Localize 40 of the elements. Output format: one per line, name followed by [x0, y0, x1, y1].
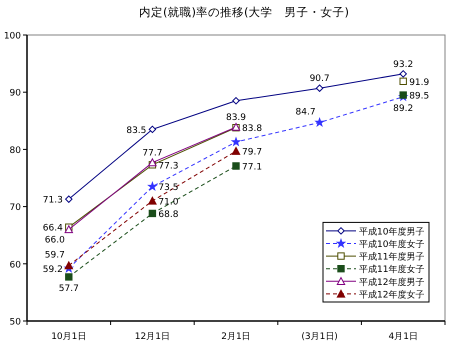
legend-label: 平成11年度女子	[359, 264, 424, 276]
data-label: 71.0	[158, 197, 179, 208]
data-label: 90.7	[310, 74, 330, 84]
y-tick-label: 90	[10, 88, 22, 99]
data-label: 77.1	[242, 162, 262, 172]
data-label: 68.8	[158, 210, 179, 220]
y-tick-label: 70	[10, 203, 22, 214]
x-tick-label: 4月1日	[388, 332, 418, 342]
data-label: 77.7	[142, 148, 162, 159]
data-label: 83.5	[126, 126, 146, 136]
x-tick-label: 2月1日	[221, 332, 251, 342]
data-label: 79.7	[242, 148, 262, 158]
data-label: 83.9	[226, 113, 246, 124]
data-label: 89.5	[409, 92, 430, 102]
x-tick-label: 12月1日	[134, 332, 170, 342]
chart-title: 内定(就職)率の推移(大学 男子・女子)	[139, 5, 349, 19]
y-tick-label: 60	[10, 260, 22, 270]
data-label: 66.0	[44, 235, 66, 246]
legend-label: 平成10年度女子	[359, 239, 424, 250]
y-tick-label: 100	[4, 32, 22, 42]
data-label: 83.8	[242, 124, 262, 134]
data-label: 84.7	[296, 108, 316, 118]
x-tick-label: (3月1日)	[301, 332, 338, 342]
data-label: 77.3	[158, 161, 178, 172]
data-label: 93.2	[393, 60, 414, 70]
data-label: 59.2	[42, 264, 63, 275]
data-label: 71.3	[42, 196, 63, 206]
data-label: 73.5	[158, 183, 178, 194]
legend-label: 平成12年度女子	[359, 289, 424, 300]
y-tick-label: 80	[10, 146, 22, 156]
data-label: 89.2	[393, 104, 414, 114]
data-label: 57.7	[58, 284, 79, 294]
x-tick-label: 10月1日	[51, 332, 86, 342]
data-label: 66.4	[42, 224, 64, 234]
data-label: 59.7	[44, 250, 65, 261]
legend-label: 平成11年度男子	[359, 252, 424, 263]
data-label: 91.9	[409, 78, 430, 88]
legend-label: 平成12年度男子	[359, 276, 424, 288]
legend-label: 平成10年度男子	[359, 226, 424, 238]
y-tick-label: 50	[10, 318, 22, 328]
